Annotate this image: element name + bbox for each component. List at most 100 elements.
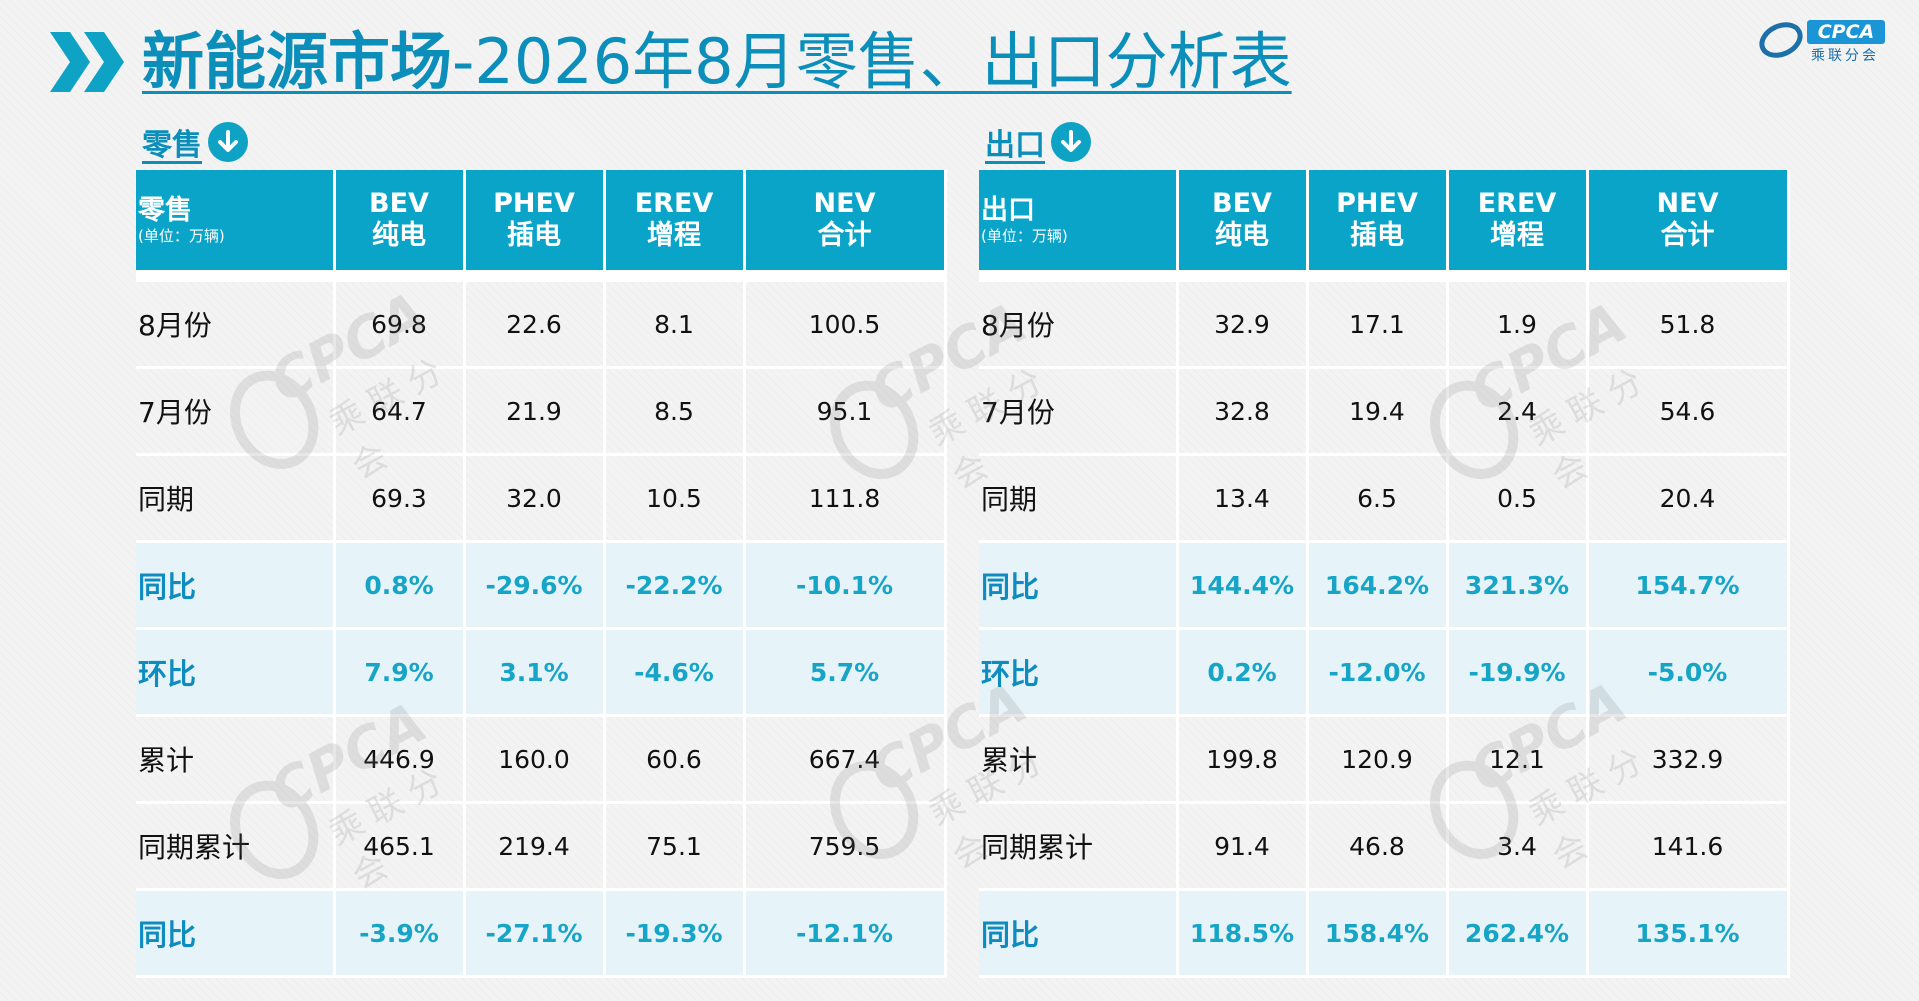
table-cell: 321.3% <box>1447 541 1589 630</box>
row-label: 同比 <box>979 889 1179 978</box>
table-cell: 8.5 <box>604 367 746 456</box>
column-code: PHEV <box>493 188 575 219</box>
table-cell: 32.9 <box>1177 270 1309 369</box>
table-corner-header: 出口 (单位：万辆) <box>979 170 1179 276</box>
table-row-percent: 同比 118.5% 158.4% 262.4% 135.1% <box>979 889 1790 978</box>
table-cell: -19.9% <box>1447 628 1589 717</box>
table-header-row: 零售 (单位：万辆) BEV 纯电 PHEV 插电 EREV 增程 NEV 合计 <box>136 170 947 276</box>
row-label: 同比 <box>136 541 336 630</box>
table-cell: 13.4 <box>1177 454 1309 543</box>
table-cell: 6.5 <box>1307 454 1449 543</box>
page-title: 新能源市场-2026年8月零售、出口分析表 <box>142 22 1292 102</box>
table-cell: 54.6 <box>1587 367 1790 456</box>
export-section-heading: 出口 <box>985 120 1091 164</box>
table-cell: 144.4% <box>1177 541 1309 630</box>
logo-brand: CPCA <box>1807 20 1885 44</box>
table-row-percent: 同比 0.8% -29.6% -22.2% -10.1% <box>136 541 947 630</box>
table-cell: -12.0% <box>1307 628 1449 717</box>
table-cell: 154.7% <box>1587 541 1790 630</box>
table-cell: -22.2% <box>604 541 746 630</box>
table-cell: 12.1 <box>1447 715 1589 804</box>
table-corner-header: 零售 (单位：万辆) <box>136 170 336 276</box>
table-cell: -19.3% <box>604 889 746 978</box>
table-cell: 141.6 <box>1587 802 1790 891</box>
row-label: 7月份 <box>979 367 1179 456</box>
table-cell: -3.9% <box>334 889 466 978</box>
logo-subtitle: 乘联分会 <box>1811 48 1879 64</box>
table-cell: 75.1 <box>604 802 746 891</box>
corner-title: 出口 <box>981 195 1035 226</box>
table-cell: 164.2% <box>1307 541 1449 630</box>
table-cell: 64.7 <box>334 367 466 456</box>
table-row: 同期 13.4 6.5 0.5 20.4 <box>979 454 1790 543</box>
table-cell: -5.0% <box>1587 628 1790 717</box>
column-code: EREV <box>1477 188 1557 219</box>
row-label: 8月份 <box>136 270 336 369</box>
column-code: BEV <box>1212 188 1272 219</box>
row-label: 同期累计 <box>136 802 336 891</box>
table-cell: 135.1% <box>1587 889 1790 978</box>
table-cell: 160.0 <box>464 715 606 804</box>
table-cell: 8.1 <box>604 270 746 369</box>
table-row: 7月份 64.7 21.9 8.5 95.1 <box>136 367 947 456</box>
table-cell: 95.1 <box>744 367 947 456</box>
unit-label: (单位：万辆) <box>981 227 1068 245</box>
row-label: 8月份 <box>979 270 1179 369</box>
column-name: 合计 <box>817 220 872 251</box>
retail-section-label: 零售 <box>142 128 202 163</box>
table-cell: 0.2% <box>1177 628 1309 717</box>
row-label: 环比 <box>979 628 1179 717</box>
table-cell: 0.8% <box>334 541 466 630</box>
column-header-nev: NEV 合计 <box>744 170 947 276</box>
table-cell: 667.4 <box>744 715 947 804</box>
table-cell: 5.7% <box>744 628 947 717</box>
column-name: 增程 <box>1490 220 1544 251</box>
table-row: 累计 199.8 120.9 12.1 332.9 <box>979 715 1790 804</box>
table-cell: 262.4% <box>1447 889 1589 978</box>
column-header-erev: EREV 增程 <box>604 170 746 276</box>
column-header-nev: NEV 合计 <box>1587 170 1790 276</box>
table-cell: 17.1 <box>1307 270 1449 369</box>
table-cell: 111.8 <box>744 454 947 543</box>
table-cell: 465.1 <box>334 802 466 891</box>
export-table-panel: 出口 (单位：万辆) BEV 纯电 PHEV 插电 EREV 增程 NEV 合计 8月份 … <box>979 170 1790 978</box>
table-row-percent: 环比 7.9% 3.1% -4.6% 5.7% <box>136 628 947 717</box>
table-cell: 158.4% <box>1307 889 1449 978</box>
table-cell: 199.8 <box>1177 715 1309 804</box>
table-row: 8月份 32.9 17.1 1.9 51.8 <box>979 270 1790 369</box>
table-cell: -12.1% <box>744 889 947 978</box>
column-header-bev: BEV 纯电 <box>1177 170 1309 276</box>
export-table: 出口 (单位：万辆) BEV 纯电 PHEV 插电 EREV 增程 NEV 合计 8月份 … <box>979 170 1790 978</box>
table-cell: 69.8 <box>334 270 466 369</box>
table-row: 8月份 69.8 22.6 8.1 100.5 <box>136 270 947 369</box>
column-name: 合计 <box>1660 220 1715 251</box>
table-cell: 759.5 <box>744 802 947 891</box>
title-main: 新能源市场 <box>142 25 453 98</box>
row-label: 同期 <box>136 454 336 543</box>
column-code: NEV <box>813 188 876 219</box>
table-cell: 10.5 <box>604 454 746 543</box>
double-chevron-icon <box>50 32 124 92</box>
table-cell: 22.6 <box>464 270 606 369</box>
table-row: 同期累计 465.1 219.4 75.1 759.5 <box>136 802 947 891</box>
column-name: 插电 <box>507 220 561 251</box>
logo-ring-icon <box>1759 22 1803 58</box>
table-cell: 21.9 <box>464 367 606 456</box>
table-cell: 7.9% <box>334 628 466 717</box>
table-cell: 3.1% <box>464 628 606 717</box>
table-cell: 69.3 <box>334 454 466 543</box>
row-label: 同比 <box>979 541 1179 630</box>
arrow-down-circle-icon <box>1051 122 1091 162</box>
column-name: 纯电 <box>372 220 426 251</box>
column-name: 纯电 <box>1215 220 1269 251</box>
table-cell: -10.1% <box>744 541 947 630</box>
unit-label: (单位：万辆) <box>138 227 225 245</box>
column-name: 插电 <box>1350 220 1404 251</box>
row-label: 累计 <box>136 715 336 804</box>
table-cell: 0.5 <box>1447 454 1589 543</box>
row-label: 同期累计 <box>979 802 1179 891</box>
column-header-bev: BEV 纯电 <box>334 170 466 276</box>
table-cell: 100.5 <box>744 270 947 369</box>
column-header-phev: PHEV 插电 <box>464 170 606 276</box>
corner-title: 零售 <box>138 195 192 226</box>
